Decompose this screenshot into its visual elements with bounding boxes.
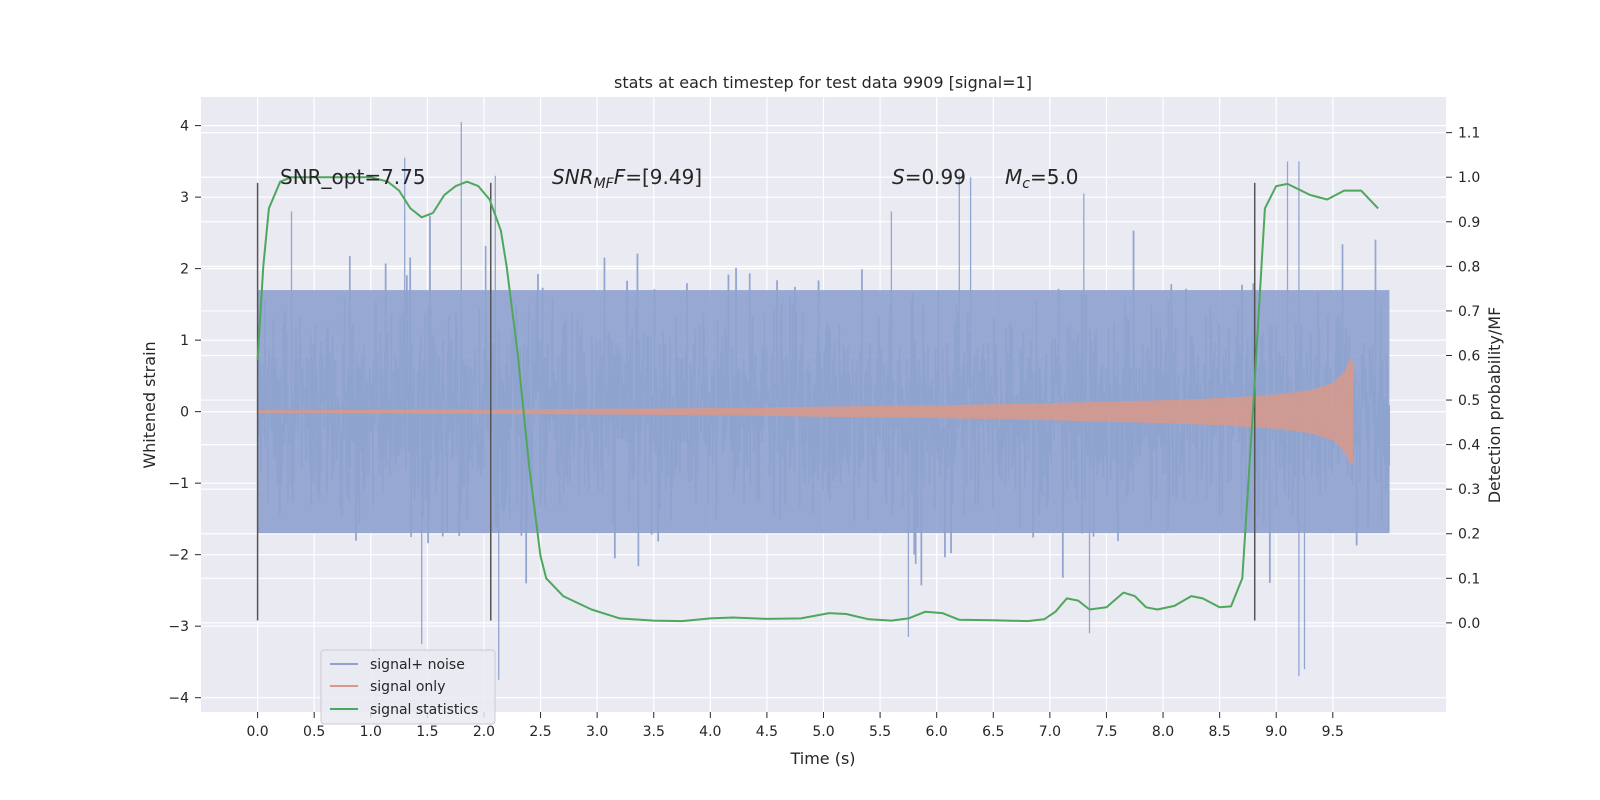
s-label: S	[892, 165, 905, 189]
x-axis-title: Time (s)	[789, 749, 855, 768]
legend-box	[320, 649, 496, 725]
x-tick-label: 5.0	[812, 724, 834, 740]
snr-mf-italic-f: F	[614, 165, 626, 189]
y-right-tick-label: 1.1	[1458, 126, 1480, 142]
x-tick-label: 5.5	[869, 724, 891, 740]
x-tick-label: 2.0	[473, 724, 495, 740]
mc-value: =5.0	[1030, 165, 1079, 189]
y-right-tick-label: 0.1	[1458, 571, 1480, 587]
y-left-tick-label: 0	[180, 405, 189, 421]
y-left-tick-label: −1	[168, 476, 189, 492]
snr-mf-value: =[9.49]	[625, 165, 702, 189]
y-left-tick-label: 3	[180, 190, 189, 206]
x-tick-label: 4.0	[699, 724, 721, 740]
signal-statistics-line	[256, 176, 1379, 623]
y-left-tick-label: −3	[168, 619, 189, 635]
y-left-tick-label: −4	[168, 691, 189, 707]
y-right-tick-label: 0.6	[1458, 348, 1480, 364]
x-tick-label: 7.0	[1039, 724, 1061, 740]
snr-mf-sub: MF	[594, 176, 615, 192]
x-tick-label: 9.0	[1265, 724, 1287, 740]
legend-label-signal-only: signal only	[370, 679, 445, 695]
y-right-tick-label: 0.5	[1458, 393, 1480, 409]
y-left-tick-label: 2	[180, 262, 189, 278]
annotation-mc: Mc=5.0	[1005, 165, 1079, 192]
legend: signal+ noise signal only signal statist…	[320, 649, 496, 725]
x-tick-label: 8.5	[1209, 724, 1231, 740]
x-tick-label: 8.0	[1152, 724, 1174, 740]
x-tick-label: 1.5	[416, 724, 438, 740]
snr-mf-base: SNR	[552, 165, 594, 189]
x-tick-label: 3.5	[643, 724, 665, 740]
y-right-tick-label: 0.3	[1458, 482, 1480, 498]
x-tick-label: 2.5	[529, 724, 551, 740]
series-signal-statistics	[256, 176, 1379, 623]
y-right-tick-label: 0.4	[1458, 438, 1480, 454]
y-right-tick-label: 0.2	[1458, 527, 1480, 543]
x-tick-label: 9.5	[1322, 724, 1344, 740]
annotation-snr-opt: SNR_opt=7.75	[280, 165, 426, 189]
x-tick-label: 0.0	[246, 724, 268, 740]
x-tick-label: 6.0	[926, 724, 948, 740]
x-tick-label: 7.5	[1095, 724, 1117, 740]
y-right-tick-label: 0.8	[1458, 259, 1480, 275]
y-right-tick-label: 0.9	[1458, 215, 1480, 231]
y-axis-right: 1.1 1.0 0.9 0.8 0.7 0.6 0.5 0.4 0.3 0.2 0.1 0.0	[1446, 126, 1480, 632]
x-axis: 0.0 0.5 1.0 1.5 2.0 2.5 3.0 3.5 4.0 4.5 5.0 5.5 6.0 6…	[246, 712, 1344, 740]
legend-label-signal-statistics: signal statistics	[370, 702, 478, 718]
series-signal-only	[257, 358, 1354, 466]
annotation-snr-mf: SNRMFF=[9.49]	[552, 165, 702, 192]
x-tick-label: 0.5	[303, 724, 325, 740]
y-axis-left: 4 3 2 1 0 −1 −2 −3 −4	[168, 119, 201, 707]
y-right-tick-label: 1.0	[1458, 170, 1480, 186]
chart-title: stats at each timestep for test data 990…	[614, 73, 1032, 92]
y-axis-right-title: Detection probability/MF	[1485, 307, 1504, 504]
s-value: =0.99	[905, 165, 966, 189]
annotation-s: S=0.99	[892, 165, 966, 189]
vertical-markers	[256, 182, 1256, 621]
y-left-tick-label: 1	[180, 333, 189, 349]
x-tick-label: 6.5	[982, 724, 1004, 740]
legend-label-signal-noise: signal+ noise	[370, 657, 465, 673]
y-left-tick-label: 4	[180, 119, 189, 135]
mc-base: M	[1005, 165, 1022, 189]
x-tick-label: 3.0	[586, 724, 608, 740]
y-left-tick-label: −2	[168, 548, 189, 564]
y-right-tick-label: 0.0	[1458, 616, 1480, 632]
mc-sub: c	[1022, 176, 1030, 192]
x-tick-label: 1.0	[360, 724, 382, 740]
y-right-tick-label: 0.7	[1458, 304, 1480, 320]
y-axis-left-title: Whitened strain	[140, 341, 159, 468]
x-tick-label: 4.5	[756, 724, 778, 740]
